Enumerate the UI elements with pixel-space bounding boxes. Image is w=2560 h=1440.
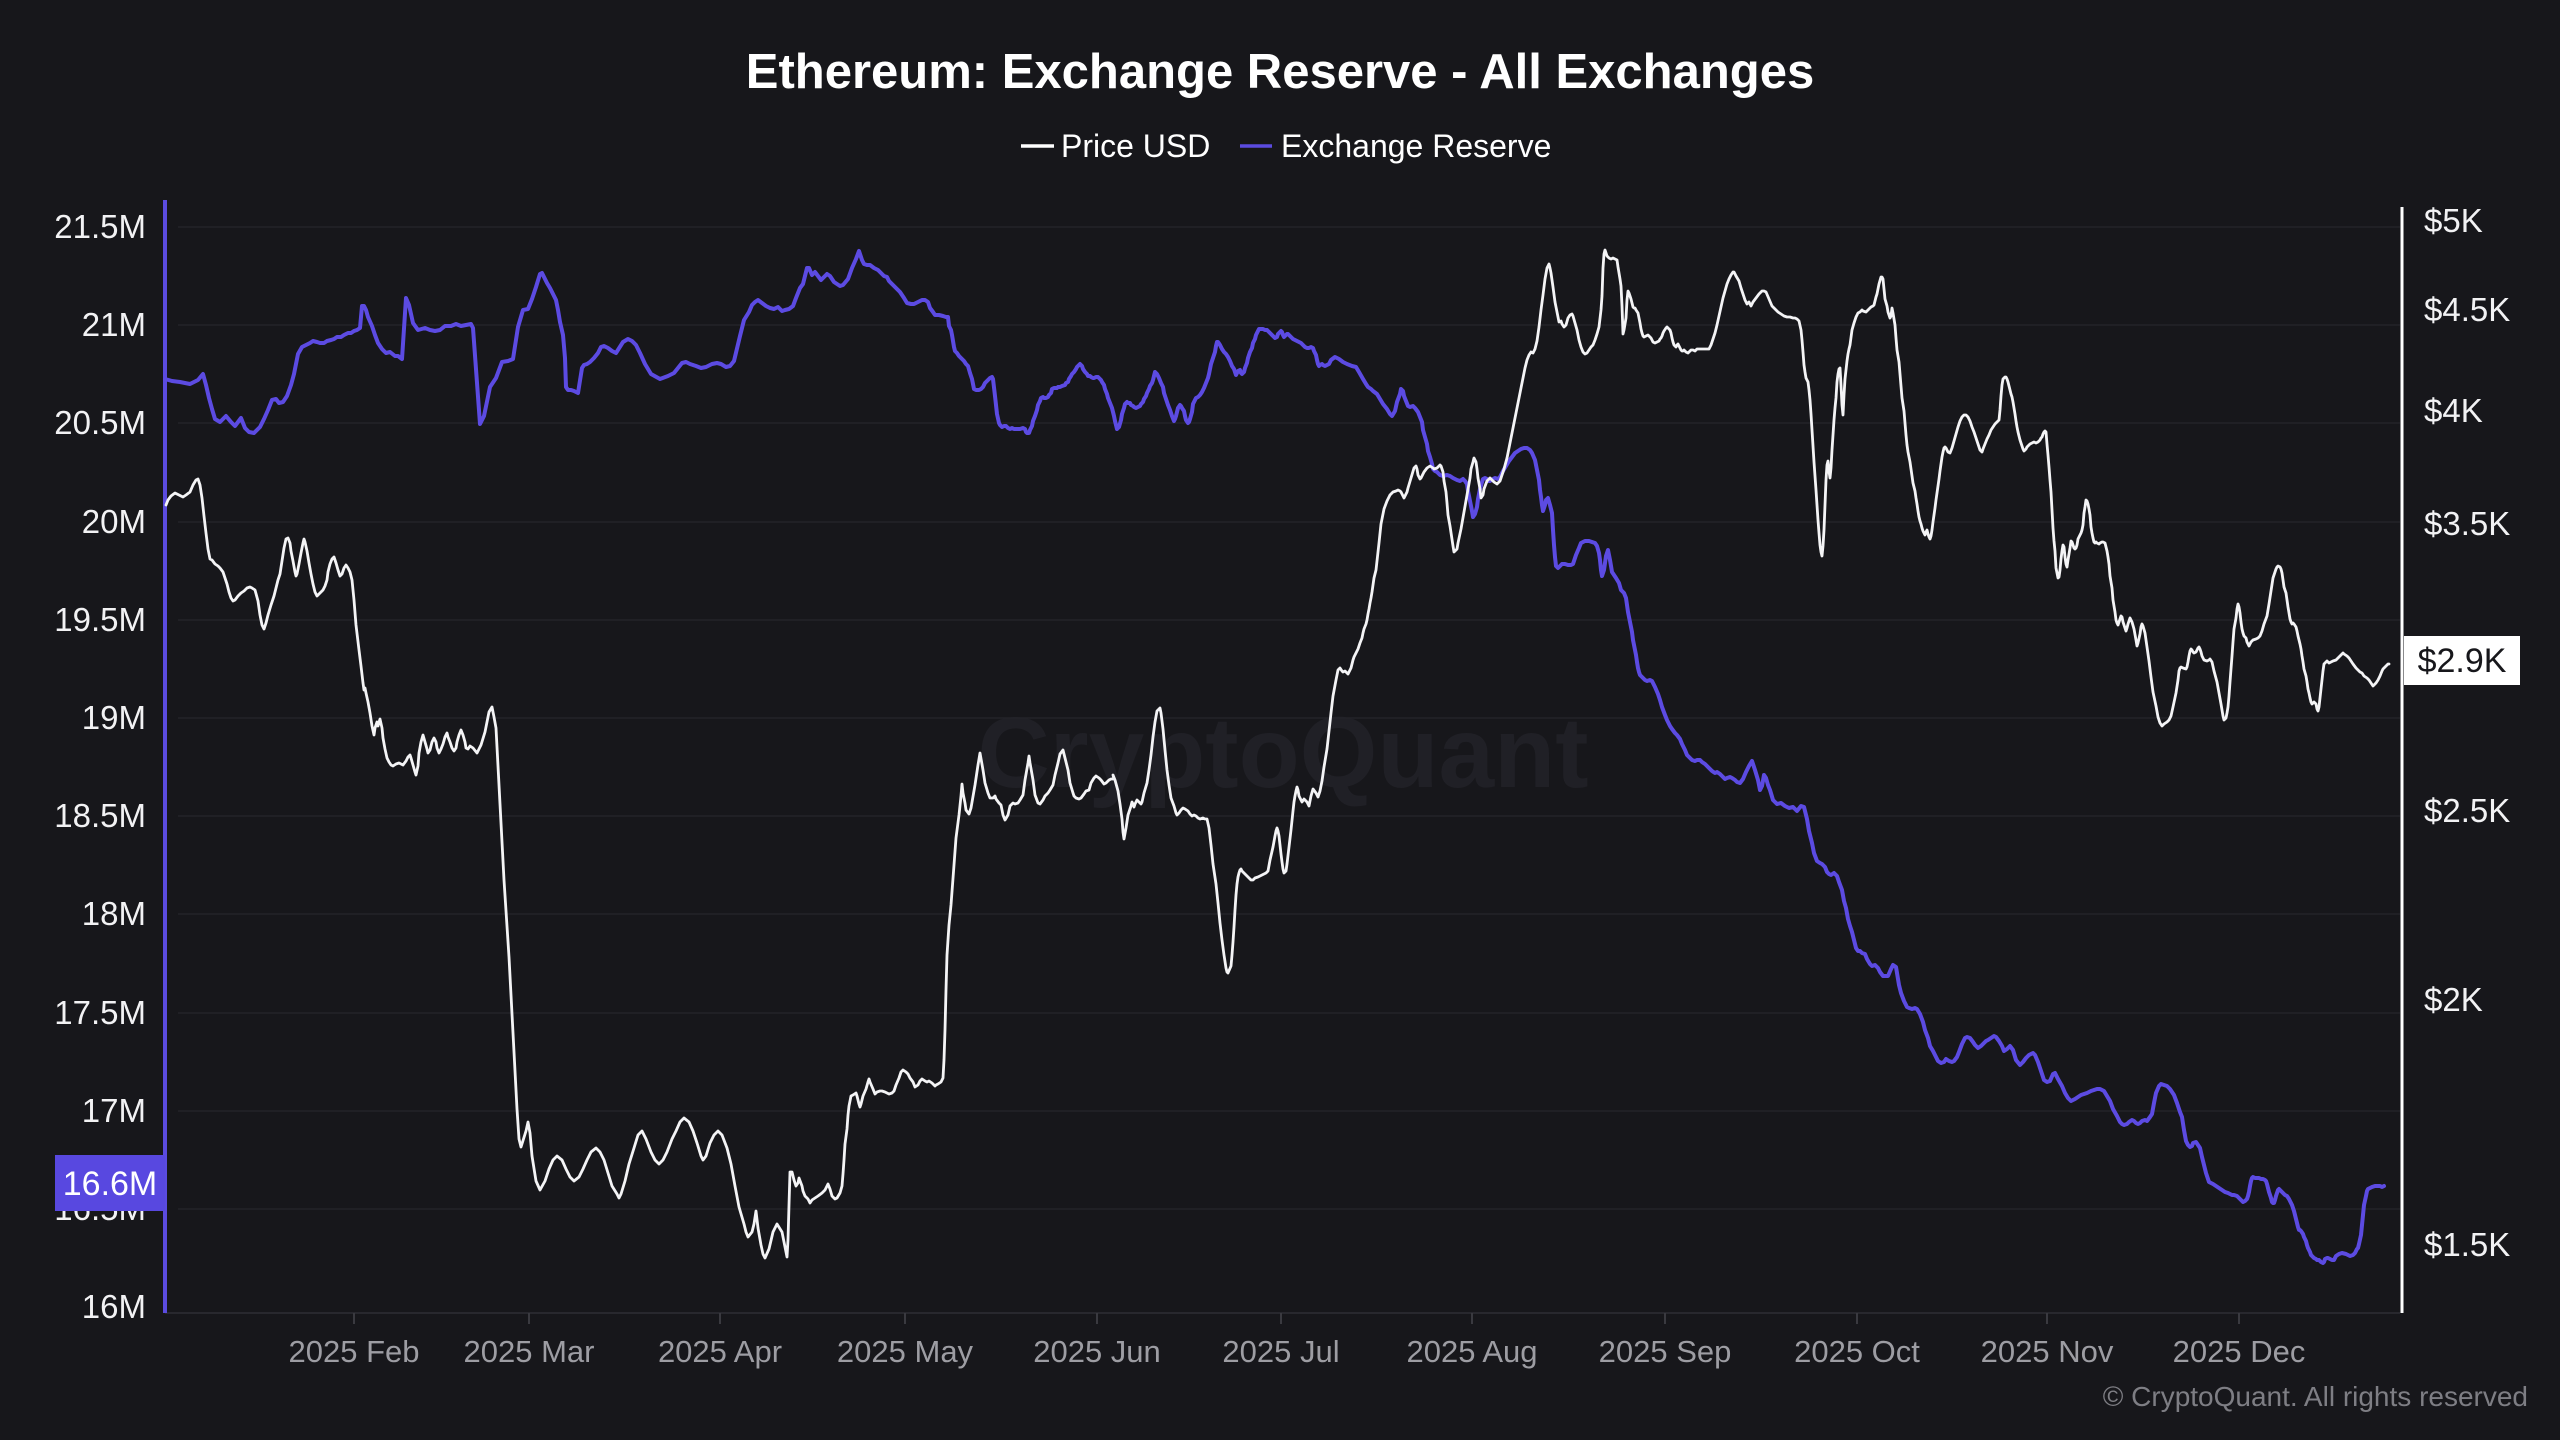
svg-text:2025 Jul: 2025 Jul [1222, 1334, 1339, 1369]
svg-text:CryptoQuant: CryptoQuant [977, 697, 1588, 809]
svg-text:17M: 17M [82, 1092, 146, 1129]
svg-text:$5K: $5K [2424, 202, 2483, 239]
svg-text:20.5M: 20.5M [54, 404, 146, 441]
svg-text:$1.5K: $1.5K [2424, 1226, 2510, 1263]
svg-text:2025 Dec: 2025 Dec [2173, 1334, 2306, 1369]
svg-text:$2.9K: $2.9K [2418, 642, 2507, 680]
svg-text:2025 Sep: 2025 Sep [1599, 1334, 1732, 1369]
svg-text:18.5M: 18.5M [54, 797, 146, 834]
svg-text:2025 Aug: 2025 Aug [1406, 1334, 1537, 1369]
svg-text:2025 Jun: 2025 Jun [1033, 1334, 1161, 1369]
svg-text:$4.5K: $4.5K [2424, 291, 2510, 328]
svg-text:2025 Oct: 2025 Oct [1794, 1334, 1920, 1369]
svg-text:2025 Nov: 2025 Nov [1981, 1334, 2114, 1369]
svg-text:$3.5K: $3.5K [2424, 505, 2510, 542]
svg-text:17.5M: 17.5M [54, 994, 146, 1031]
svg-text:Exchange Reserve: Exchange Reserve [1281, 128, 1551, 164]
svg-text:2025 Feb: 2025 Feb [289, 1334, 420, 1369]
svg-text:Ethereum: Exchange Reserve - A: Ethereum: Exchange Reserve - All Exchang… [746, 45, 1814, 99]
svg-text:2025 Apr: 2025 Apr [658, 1334, 782, 1369]
svg-text:$2.5K: $2.5K [2424, 792, 2510, 829]
svg-text:16.6M: 16.6M [63, 1165, 158, 1203]
svg-text:2025 Mar: 2025 Mar [464, 1334, 595, 1369]
svg-text:20M: 20M [82, 503, 146, 540]
svg-text:Price USD: Price USD [1061, 128, 1210, 164]
svg-text:2025 May: 2025 May [837, 1334, 974, 1369]
svg-text:© CryptoQuant. All rights rese: © CryptoQuant. All rights reserved [2103, 1381, 2528, 1412]
svg-text:18M: 18M [82, 895, 146, 932]
svg-text:$4K: $4K [2424, 392, 2483, 429]
svg-text:21M: 21M [82, 306, 146, 343]
svg-text:19.5M: 19.5M [54, 601, 146, 638]
svg-text:21.5M: 21.5M [54, 208, 146, 245]
svg-text:16M: 16M [82, 1288, 146, 1325]
svg-text:19M: 19M [82, 699, 146, 736]
svg-text:$2K: $2K [2424, 981, 2483, 1018]
